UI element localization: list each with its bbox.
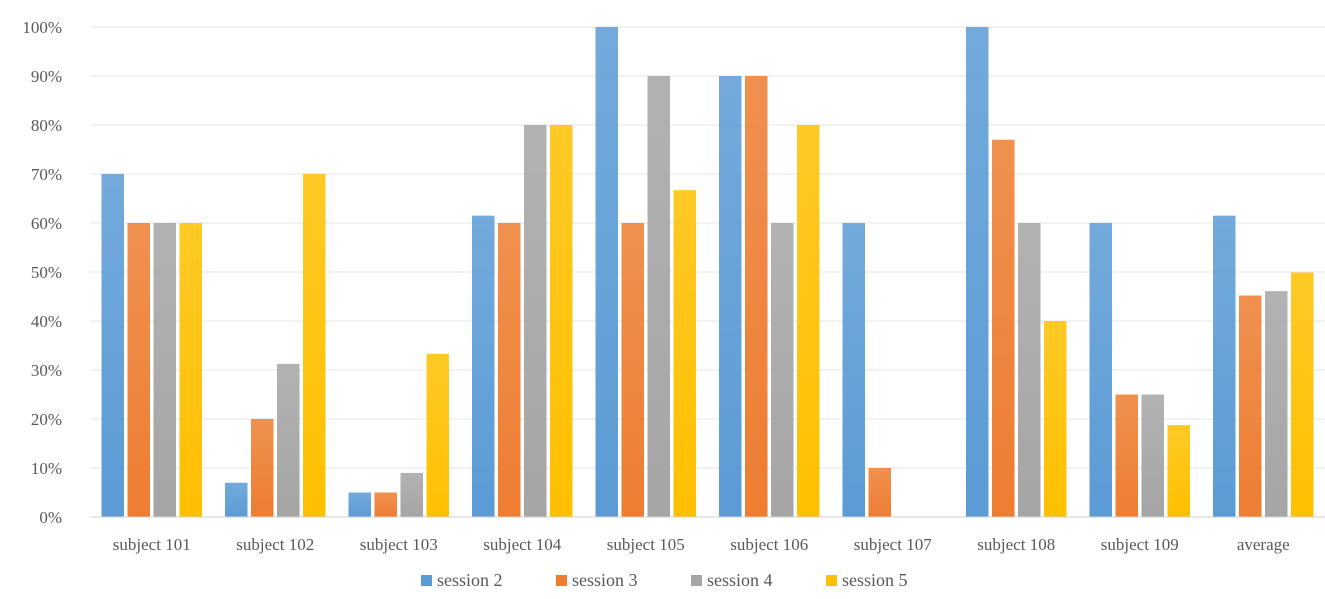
bar-session-4-subject-108 [1018, 223, 1041, 517]
bar-session-5-subject-101 [179, 223, 202, 517]
y-axis: 0% 10% 20% 30% 40% 50% 60% 70% 80% 90% 100% [22, 18, 62, 527]
bar-session-3-subject-109 [1115, 394, 1138, 517]
bar-session-3-subject-104 [498, 223, 521, 517]
legend-label: session 4 [707, 570, 773, 590]
bar-session-3-subject-103 [374, 492, 397, 517]
x-tick-label: subject 108 [977, 535, 1055, 554]
bar-session-4-subject-105 [647, 76, 670, 517]
bar-session-3-subject-106 [745, 76, 768, 517]
x-tick-label: subject 109 [1101, 535, 1179, 554]
legend-swatch [556, 575, 567, 586]
gridlines [90, 26, 1325, 469]
bar-session-5-subject-106 [797, 125, 820, 517]
legend-label: session 5 [842, 570, 908, 590]
bar-session-2-subject-102 [225, 482, 248, 517]
bar-session-3-subject-102 [251, 419, 274, 517]
bar-session-4-subject-103 [400, 472, 423, 517]
legend-swatch [691, 575, 702, 586]
x-tick-label: average [1237, 535, 1290, 554]
x-tick-label: subject 101 [113, 535, 191, 554]
bar-session-2-subject-101 [101, 174, 124, 517]
bar-session-2-subject-108 [966, 27, 989, 517]
y-tick-label: 40% [31, 312, 62, 331]
x-tick-label: subject 104 [483, 535, 561, 554]
legend-swatch [826, 575, 837, 586]
bar-session-2-subject-103 [348, 492, 371, 517]
bar-session-5-subject-105 [673, 190, 696, 518]
y-tick-label: 20% [31, 410, 62, 429]
x-tick-label: subject 106 [730, 535, 808, 554]
y-tick-label: 50% [31, 263, 62, 282]
x-axis: subject 101 subject 102 subject 103 subject… [90, 516, 1325, 554]
x-tick-label: subject 102 [236, 535, 314, 554]
y-tick-label: 70% [31, 165, 62, 184]
bar-session-4-subject-102 [277, 363, 300, 517]
bar-session-3-subject-108 [992, 139, 1015, 517]
bar-session-3-subject-107 [868, 468, 891, 517]
legend: session 2 session 3 session 4 session 5 [421, 570, 908, 590]
bar-session-3-subject-105 [621, 223, 644, 517]
bar-session-4-subject-106 [771, 223, 794, 517]
y-tick-label: 60% [31, 214, 62, 233]
bar-session-2-subject-107 [842, 223, 865, 517]
x-tick-label: subject 107 [854, 535, 932, 554]
bar-session-4-average [1265, 291, 1288, 517]
bar-session-4-subject-101 [153, 223, 176, 517]
y-tick-label: 10% [31, 459, 62, 478]
bar-session-2-average [1213, 215, 1236, 517]
bar-session-2-subject-106 [719, 76, 742, 517]
bar-session-2-subject-104 [472, 215, 495, 517]
legend-label: session 2 [437, 570, 503, 590]
bar-session-4-subject-109 [1141, 394, 1164, 517]
y-tick-label: 100% [22, 18, 62, 37]
y-tick-label: 30% [31, 361, 62, 380]
bar-session-5-subject-103 [426, 353, 449, 517]
legend-swatch [421, 575, 432, 586]
bar-session-5-average [1291, 272, 1314, 517]
bar-session-5-subject-104 [550, 125, 573, 517]
x-tick-label: subject 105 [607, 535, 685, 554]
y-tick-label: 90% [31, 67, 62, 86]
bar-session-5-subject-108 [1044, 321, 1067, 517]
x-tick-label: subject 103 [360, 535, 438, 554]
bar-session-3-average [1239, 295, 1262, 517]
legend-label: session 3 [572, 570, 638, 590]
bar-session-4-subject-104 [524, 125, 547, 517]
bar-session-2-subject-105 [595, 27, 618, 517]
y-tick-label: 0% [39, 508, 62, 527]
bar-session-3-subject-101 [127, 223, 150, 517]
bars [101, 27, 1314, 518]
bar-session-2-subject-109 [1089, 223, 1112, 517]
bar-session-5-subject-102 [303, 174, 326, 517]
y-tick-label: 80% [31, 116, 62, 135]
bar-session-5-subject-109 [1167, 425, 1190, 517]
